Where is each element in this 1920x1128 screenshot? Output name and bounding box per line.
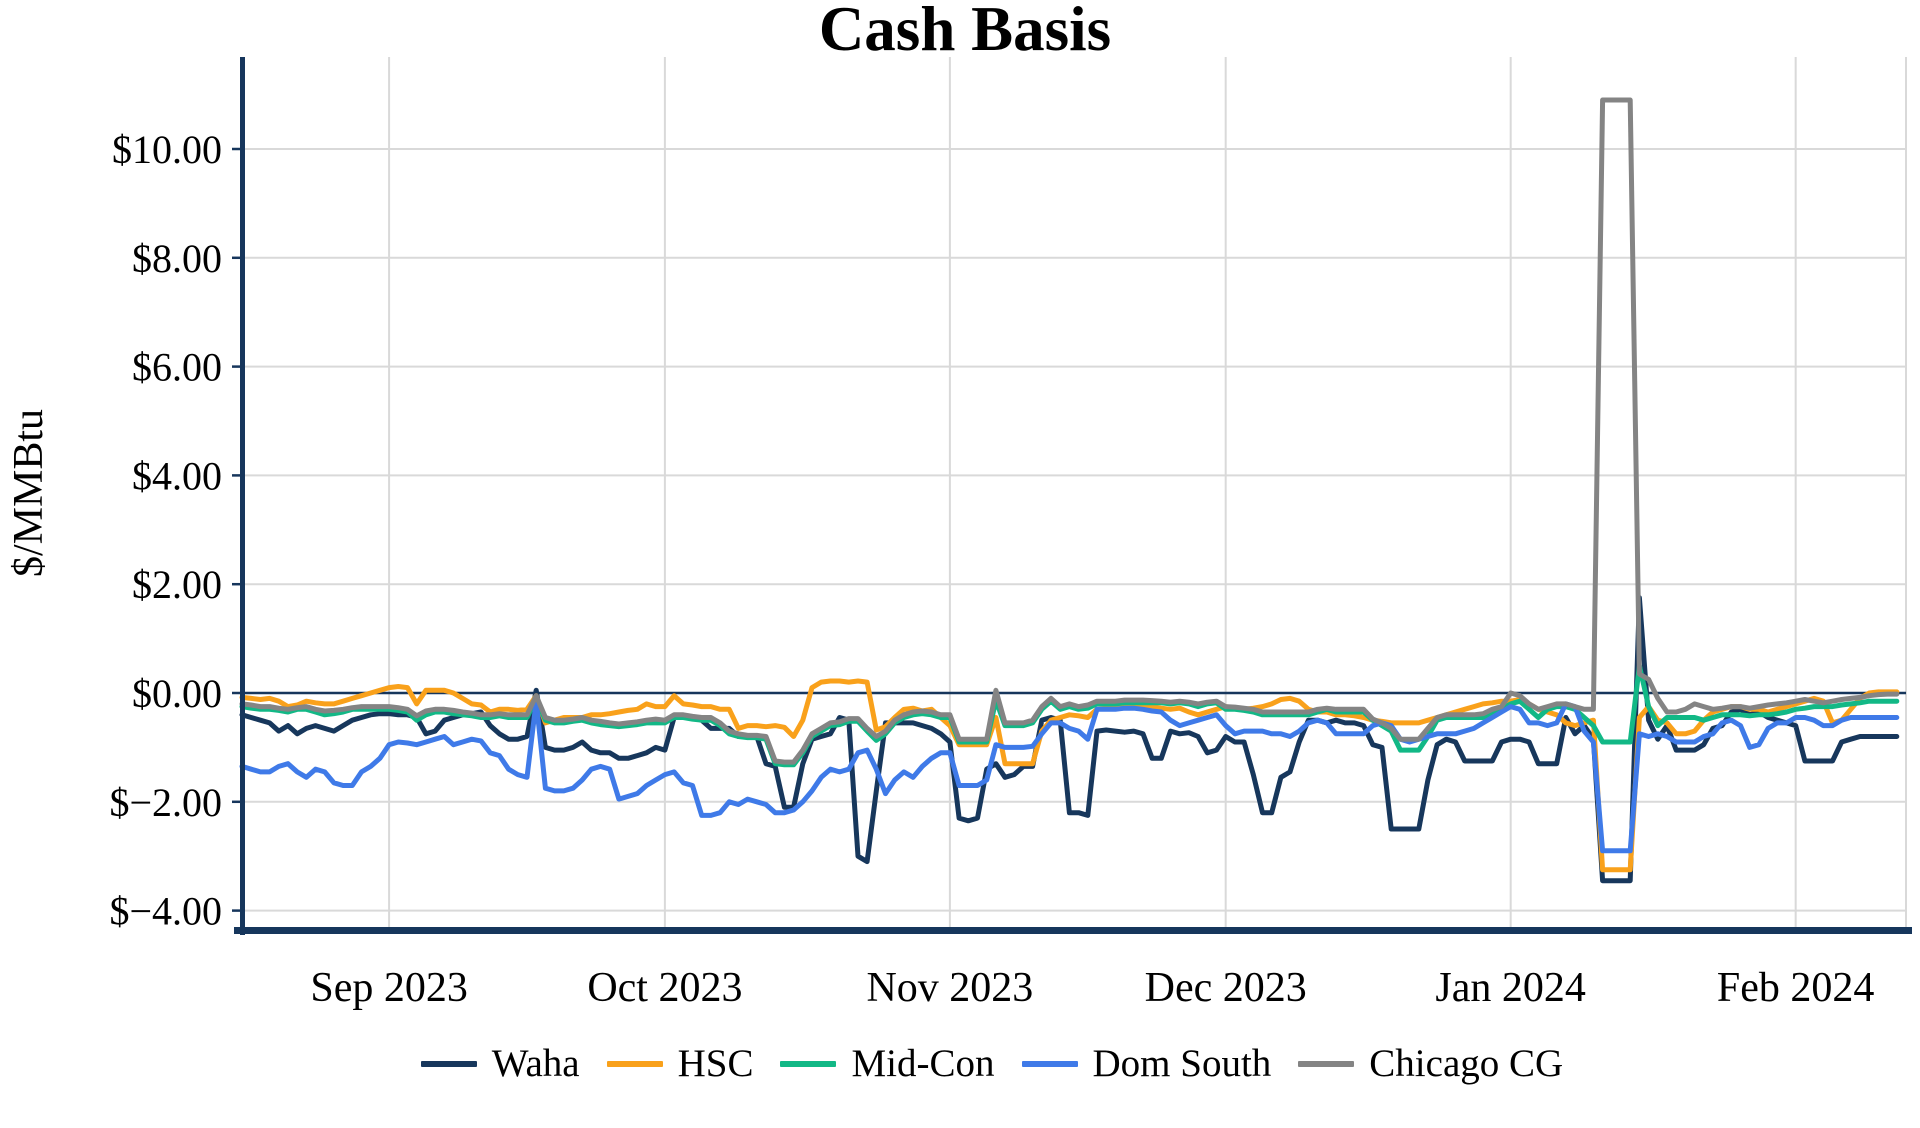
series-line-chicago-cg bbox=[239, 97, 1900, 765]
chart-title: Cash Basis bbox=[819, 0, 1111, 64]
legend-item-chicago-cg: Chicago CG bbox=[1298, 1044, 1563, 1083]
legend-item-hsc: HSC bbox=[606, 1042, 754, 1085]
x-tick-labels: Sep 2023 Oct 2023 Nov 2023 Dec 2023 Jan 2024… bbox=[310, 965, 1874, 1011]
legend-label: Dom South bbox=[1092, 1042, 1272, 1085]
y-axis-spine bbox=[240, 57, 245, 935]
legend-label: HSC bbox=[677, 1042, 754, 1085]
y-tick-label-2: $2.00 bbox=[132, 562, 222, 607]
y-tick-label-4: $4.00 bbox=[132, 453, 222, 498]
y-tick-label--4: $−4.00 bbox=[109, 889, 222, 934]
legend-swatch-icon bbox=[1298, 1060, 1355, 1067]
legend-swatch-icon bbox=[606, 1060, 663, 1067]
series-line-dom-south bbox=[239, 698, 1900, 854]
x-tick-label-nov-2023: Nov 2023 bbox=[866, 965, 1033, 1011]
legend-label: Chicago CG bbox=[1369, 1042, 1564, 1085]
legend-swatch-icon bbox=[1021, 1060, 1078, 1067]
series-lines bbox=[239, 97, 1900, 884]
series-line-mid-con bbox=[239, 663, 1900, 768]
x-tick-label-feb-2024: Feb 2024 bbox=[1717, 965, 1875, 1011]
legend-label: Waha bbox=[491, 1042, 580, 1085]
x-tick-label-jan-2024: Jan 2024 bbox=[1435, 965, 1586, 1011]
y-tick-label-6: $6.00 bbox=[132, 345, 222, 390]
series-line-waha bbox=[239, 595, 1900, 884]
legend-item-dom-south: Dom South bbox=[1021, 1042, 1272, 1085]
legend-swatch-icon bbox=[420, 1060, 477, 1067]
x-tick-label-sep-2023: Sep 2023 bbox=[310, 965, 468, 1011]
x-axis-spine bbox=[234, 927, 1912, 934]
series-line-hsc bbox=[239, 678, 1900, 873]
y-tick-label-10: $10.00 bbox=[112, 127, 222, 172]
legend-item-mid-con: Mid-Con bbox=[780, 1042, 995, 1085]
y-tick-label--2: $−2.00 bbox=[109, 780, 222, 825]
y-axis-label: $/MMBtu bbox=[6, 409, 52, 577]
y-tick-labels: $10.00 $8.00 $6.00 $4.00 $2.00 $0.00 $−2.00 $−4… bbox=[109, 127, 222, 934]
legend-swatch-icon bbox=[780, 1060, 837, 1067]
gridlines bbox=[242, 57, 1907, 929]
legend-label: Mid-Con bbox=[851, 1042, 995, 1085]
x-tick-label-oct-2023: Oct 2023 bbox=[587, 965, 742, 1011]
y-tick-label-8: $8.00 bbox=[132, 236, 222, 281]
y-tick-label-0: $0.00 bbox=[132, 671, 222, 716]
axis-spines bbox=[232, 57, 1912, 935]
legend: Waha HSC Mid-Con Dom South Chicago CG bbox=[32, 1044, 1920, 1083]
x-tick-label-dec-2023: Dec 2023 bbox=[1145, 965, 1307, 1011]
legend-item-waha: Waha bbox=[420, 1042, 580, 1085]
